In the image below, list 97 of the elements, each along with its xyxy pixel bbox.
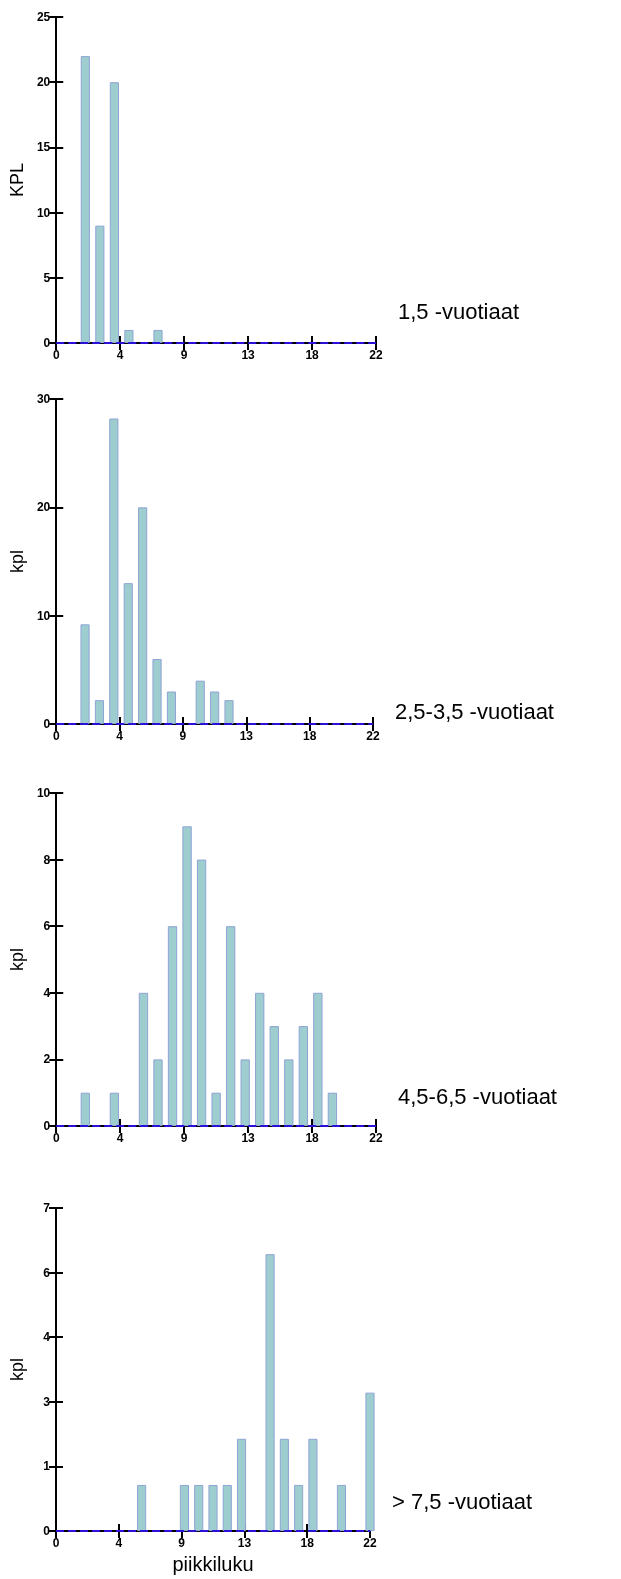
- bar: [153, 329, 163, 343]
- bar: [194, 1484, 204, 1532]
- y-tick-label: 10: [36, 786, 51, 800]
- bar: [265, 1254, 275, 1532]
- y-tick-label: 1: [43, 1459, 51, 1474]
- y-tick-label: 0: [43, 1119, 51, 1133]
- bar: [137, 1484, 147, 1532]
- bar: [109, 1092, 120, 1126]
- x-tick-label: 4: [115, 1536, 123, 1551]
- bar: [222, 1484, 232, 1532]
- x-tick-label: 0: [52, 348, 60, 362]
- bar: [109, 82, 119, 343]
- bar: [236, 1438, 247, 1532]
- x-tick-label: 18: [302, 729, 317, 743]
- bar: [269, 1026, 279, 1126]
- bar: [308, 1438, 318, 1532]
- text: 2,5-3,5 -vuotiaat: [395, 698, 554, 724]
- x-tick-label: 22: [369, 1131, 383, 1145]
- x-tick-label: 0: [52, 729, 60, 743]
- y-tick-label: 0: [43, 717, 51, 731]
- x-tick-label: 13: [241, 1131, 256, 1145]
- x-tick-label: 22: [366, 729, 380, 743]
- bar: [152, 659, 162, 724]
- x-tick-label: 4: [116, 1131, 124, 1145]
- bar: [166, 691, 177, 724]
- y-tick-label: 0: [43, 336, 51, 350]
- y-tick-label: 30: [36, 392, 51, 406]
- y-tick-label: 20: [36, 75, 51, 90]
- y-tick-label: 0: [43, 1524, 51, 1539]
- y-tick-label: 7: [43, 1201, 51, 1215]
- bar: [138, 992, 149, 1126]
- x-tick-label: 4: [116, 348, 124, 362]
- bar: [211, 1092, 221, 1126]
- y-tick-label: 20: [36, 500, 51, 515]
- bar: [109, 418, 119, 724]
- bar: [240, 1059, 250, 1126]
- bar: [80, 624, 90, 724]
- text: > 7,5 -vuotiaat: [392, 1488, 533, 1514]
- bar: [80, 1092, 90, 1126]
- y-tick-label: 6: [43, 1265, 51, 1280]
- bar: [279, 1438, 289, 1532]
- bar: [123, 583, 133, 724]
- x-tick-label: 18: [300, 1536, 315, 1551]
- x-tick-label: 13: [241, 348, 256, 362]
- x-tick-label: 18: [305, 348, 320, 362]
- x-tick-label: 9: [180, 348, 188, 362]
- x-tick-label: 13: [237, 1536, 252, 1551]
- bar: [225, 926, 236, 1126]
- y-axis-title: KPL: [7, 162, 27, 198]
- x-tick-label: 4: [116, 729, 124, 743]
- bar: [298, 1026, 308, 1126]
- bar: [208, 1484, 218, 1532]
- bar: [327, 1092, 338, 1126]
- y-tick-label: 4: [43, 985, 51, 1000]
- bar: [153, 1059, 163, 1126]
- y-tick-label: 15: [36, 140, 51, 155]
- y-tick-label: 6: [43, 919, 51, 934]
- bar: [195, 680, 205, 724]
- bar: [179, 1484, 190, 1532]
- bar: [138, 507, 148, 724]
- bar: [182, 826, 192, 1126]
- bar: [255, 992, 265, 1126]
- y-axis-title: kpl: [7, 947, 27, 972]
- bar: [167, 926, 178, 1126]
- x-tick-label: 9: [178, 1536, 186, 1551]
- y-tick-label: 10: [36, 205, 51, 220]
- y-tick-label: 10: [36, 608, 51, 623]
- y-tick-label: 5: [43, 270, 51, 285]
- y-axis-title: kpl: [7, 1358, 27, 1382]
- y-tick-label: 4: [43, 1330, 51, 1345]
- bar: [124, 329, 134, 343]
- text: 1,5 -vuotiaat: [398, 298, 520, 324]
- y-tick-label: 2: [43, 1052, 51, 1067]
- bar: [336, 1484, 347, 1532]
- bar: [224, 700, 234, 724]
- x-tick-label: 9: [180, 1131, 188, 1145]
- bar: [284, 1059, 294, 1126]
- x-tick-label: 22: [369, 348, 383, 362]
- bar: [196, 859, 207, 1126]
- x-tick-label: 0: [52, 1131, 60, 1145]
- text: 4,5-6,5 -vuotiaat: [398, 1083, 557, 1109]
- bar: [210, 691, 220, 724]
- bar: [294, 1484, 304, 1532]
- x-tick-label: 13: [239, 729, 254, 743]
- bar: [313, 992, 323, 1126]
- y-axis-title: kpl: [7, 549, 27, 574]
- x-tick-label: 18: [305, 1131, 320, 1145]
- x-tick-label: 22: [363, 1536, 377, 1551]
- y-tick-label: 8: [43, 852, 51, 867]
- bar: [94, 700, 105, 724]
- bar: [80, 56, 90, 343]
- x-axis-title: piikkiluku: [172, 1553, 254, 1575]
- bar: [365, 1392, 375, 1532]
- x-tick-label: 9: [179, 729, 187, 743]
- bar: [95, 225, 105, 343]
- y-tick-label: 3: [43, 1394, 51, 1409]
- y-tick-label: 25: [36, 10, 51, 24]
